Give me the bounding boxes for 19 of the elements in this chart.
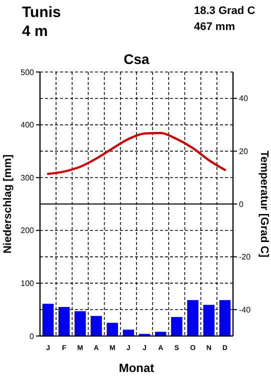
x-axis-title: Monat — [118, 361, 154, 375]
y2-tick-label: -40 — [239, 305, 252, 314]
y-tick-label: 500 — [20, 68, 35, 77]
y2-axis-title: Temperatur [Grad C] — [258, 150, 270, 258]
text: 18.3 Grad C — [194, 5, 256, 17]
y2-tick-label: 0 — [239, 200, 244, 209]
y-tick-label: 100 — [20, 279, 35, 288]
y-tick-label: 300 — [20, 173, 35, 182]
y-tick-label: 0 — [30, 332, 35, 341]
text: 467 mm — [194, 21, 236, 33]
y2-tick-label: 20 — [239, 147, 248, 156]
text: 4 m — [22, 23, 48, 40]
chart-title: Csa — [124, 51, 150, 67]
text: Tunis — [22, 4, 61, 21]
y-tick-label: 400 — [20, 120, 35, 130]
y-tick-label: 200 — [20, 226, 35, 236]
y2-tick-label: 40 — [239, 94, 248, 104]
y2-tick-label: -20 — [239, 252, 252, 262]
y-axis-title: Niederschlag [mm] — [2, 154, 14, 254]
